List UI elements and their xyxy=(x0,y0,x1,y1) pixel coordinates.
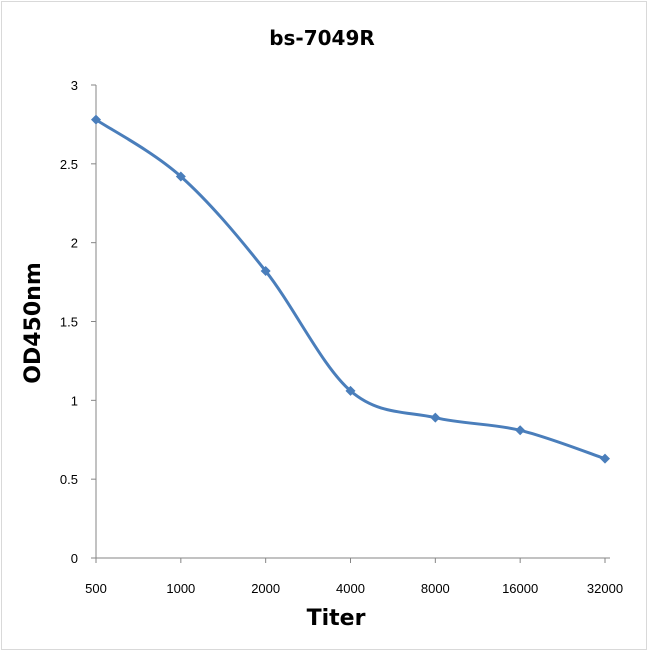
x-tick-label: 500 xyxy=(85,581,107,596)
x-tick-label: 32000 xyxy=(587,581,623,596)
x-tick-label: 4000 xyxy=(336,581,365,596)
y-tick-label: 0.5 xyxy=(60,472,78,487)
x-tick-label: 16000 xyxy=(502,581,538,596)
data-point-marker xyxy=(260,266,271,277)
y-tick-label: 3 xyxy=(71,78,78,93)
data-point-marker xyxy=(430,412,441,423)
data-point-marker xyxy=(91,114,101,125)
series-line xyxy=(95,118,606,461)
y-tick-label: 2.5 xyxy=(60,157,78,172)
y-tick-label: 1.5 xyxy=(60,315,78,330)
x-axis-title: Titer xyxy=(307,606,366,631)
x-tick-label: 8000 xyxy=(421,581,450,596)
data-point-marker xyxy=(515,425,526,436)
x-tick-label: 2000 xyxy=(251,581,280,596)
y-axis-title: OD450nm xyxy=(21,262,46,383)
data-markers xyxy=(91,114,610,464)
y-tick-label: 1 xyxy=(71,393,78,408)
x-tick-label: 1000 xyxy=(166,581,195,596)
data-point-marker xyxy=(175,171,186,182)
y-axis-ticks: 0 0.5 1 1.5 2 2.5 3 xyxy=(60,78,96,566)
chart-title: bs-7049R xyxy=(269,26,375,50)
y-tick-label: 2 xyxy=(71,236,78,251)
data-point-marker xyxy=(345,385,356,396)
x-axis-ticks: 500 1000 2000 4000 8000 16000 32000 xyxy=(85,558,623,596)
data-point-marker xyxy=(600,453,610,464)
y-tick-label: 0 xyxy=(71,551,78,566)
